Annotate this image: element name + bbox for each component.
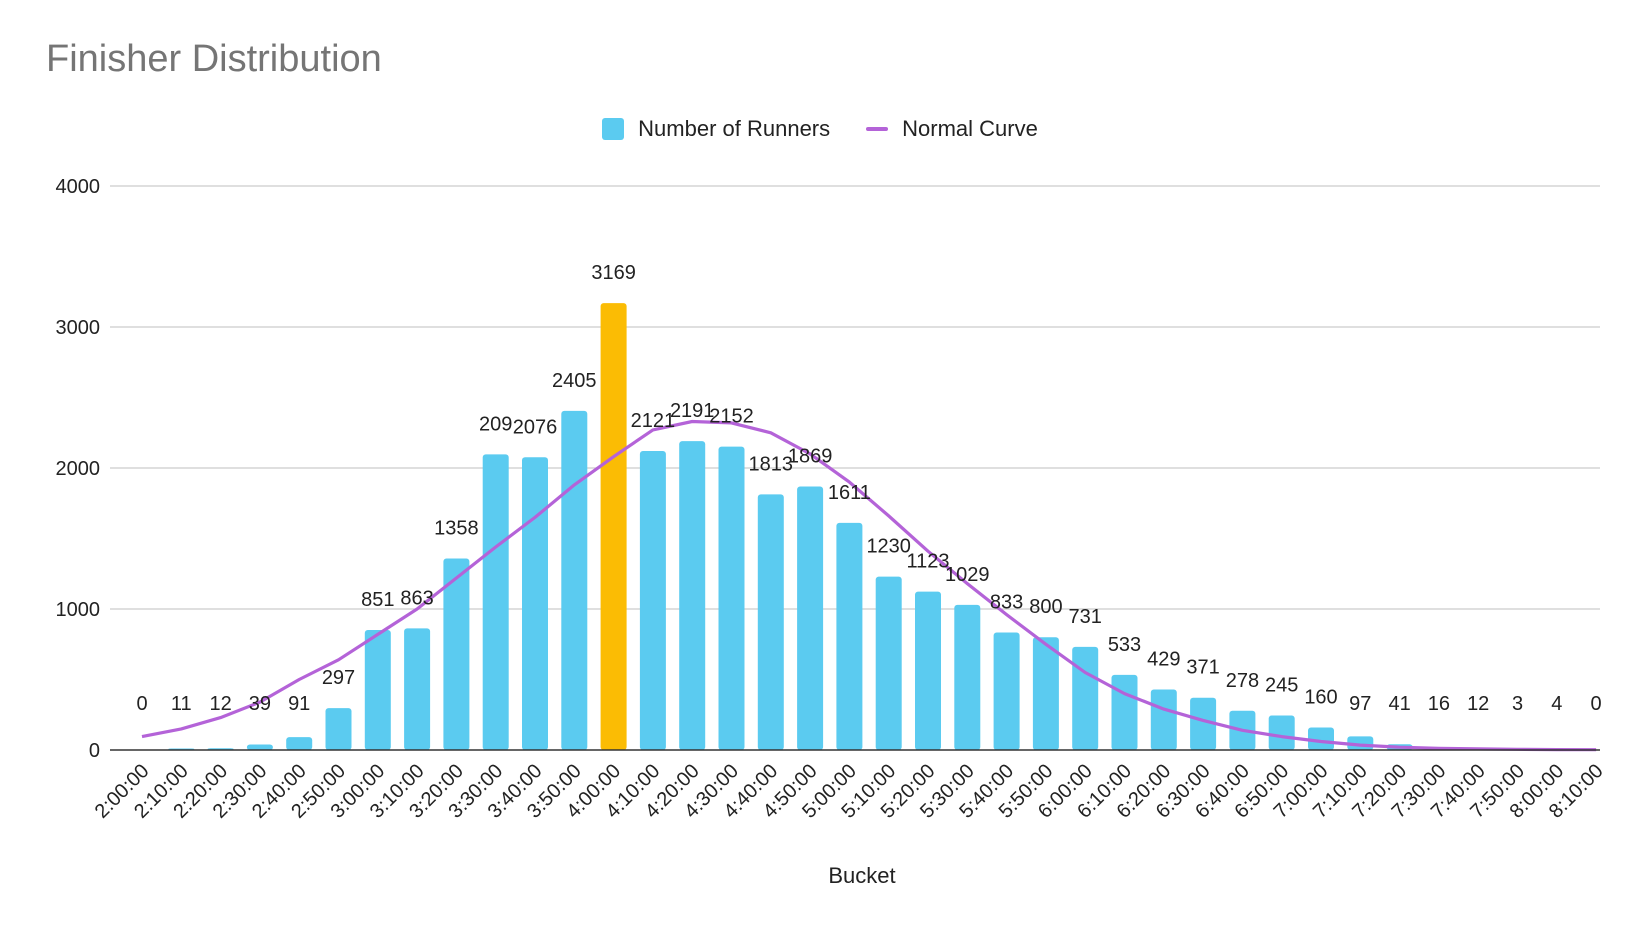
bar[interactable]: [482, 454, 509, 750]
data-label: 533: [1108, 634, 1141, 656]
bar[interactable]: [875, 576, 902, 750]
bar[interactable]: [246, 744, 273, 750]
data-label: 2405: [552, 370, 597, 392]
y-tick-label: 3000: [56, 317, 101, 339]
data-label: 297: [322, 667, 355, 689]
normal-curve-line: [141, 419, 1597, 752]
normal-curve: [141, 419, 1597, 752]
bar[interactable]: [404, 628, 431, 750]
bar[interactable]: [364, 630, 391, 750]
legend-swatch-runners: [602, 118, 625, 140]
y-tick-label: 1000: [56, 599, 101, 621]
data-label: 1123: [906, 551, 949, 573]
data-label: 16: [1428, 693, 1450, 715]
bar[interactable]: [836, 522, 863, 750]
data-label: 3169: [591, 262, 636, 284]
data-label: 1813: [749, 453, 794, 475]
bar[interactable]: [639, 450, 666, 750]
x-axis-ticks: 2:00:002:10:002:20:002:30:002:40:002:50:…: [91, 760, 1608, 823]
data-label: 0: [1591, 693, 1602, 715]
data-label: 429: [1147, 649, 1180, 671]
y-axis-ticks: 0 1000 2000 3000 4000: [56, 176, 101, 762]
bar[interactable]: [600, 303, 627, 750]
data-label: 2121: [631, 410, 676, 432]
bar[interactable]: [1268, 715, 1295, 750]
data-label: 1230: [866, 536, 911, 558]
data-label: 1611: [828, 482, 871, 504]
data-label: 731: [1069, 606, 1102, 628]
data-label: 160: [1304, 686, 1337, 708]
data-label: 2152: [709, 406, 754, 428]
data-label: 278: [1226, 670, 1259, 692]
data-label: 209: [479, 413, 512, 435]
data-label: 1029: [945, 564, 990, 586]
data-label: 371: [1186, 657, 1219, 679]
legend-label-normal-curve: Normal Curve: [902, 116, 1038, 141]
bar[interactable]: [522, 457, 548, 750]
bar[interactable]: [1072, 646, 1099, 750]
data-label: 4: [1551, 693, 1562, 715]
bar[interactable]: [443, 558, 470, 750]
bar[interactable]: [561, 410, 588, 750]
legend-item-runners[interactable]: Number of Runners: [602, 116, 830, 142]
data-label: 39: [249, 693, 271, 715]
bar[interactable]: [286, 737, 313, 750]
bar[interactable]: [1190, 697, 1217, 750]
data-label: 1869: [788, 445, 833, 467]
data-label: 833: [990, 592, 1023, 614]
bar[interactable]: [1032, 637, 1059, 750]
gridlines: [110, 185, 1600, 610]
chart-title: Finisher Distribution: [46, 38, 382, 80]
bar[interactable]: [1150, 689, 1177, 750]
legend-label-runners: Number of Runners: [638, 116, 831, 141]
bar[interactable]: [1308, 727, 1334, 750]
data-label: 800: [1029, 596, 1062, 618]
legend-item-normal-curve[interactable]: Normal Curve: [866, 116, 1038, 142]
data-label: 0: [136, 693, 147, 715]
y-tick-label: 0: [89, 740, 100, 762]
data-label: 3: [1512, 693, 1523, 715]
legend: Number of Runners Normal Curve: [0, 116, 1640, 142]
data-label: 11: [171, 693, 192, 715]
y-tick-label: 4000: [56, 176, 101, 198]
data-label: 851: [361, 589, 394, 611]
y-tick-label: 2000: [56, 458, 101, 480]
bar[interactable]: [1111, 674, 1138, 750]
bar[interactable]: [993, 632, 1020, 750]
data-label: 2076: [513, 416, 558, 438]
data-labels: 0 11 12 39 91 297 851 863 1358 209 2076 2405 3169 212…: [136, 262, 1601, 715]
data-label: 12: [1467, 693, 1489, 715]
legend-swatch-normal-curve: [866, 127, 889, 131]
bars: [168, 303, 1570, 750]
data-label: 91: [288, 693, 310, 715]
bar[interactable]: [718, 446, 745, 750]
data-label: 245: [1265, 674, 1298, 696]
bar[interactable]: [325, 708, 352, 750]
data-label: 12: [209, 693, 231, 715]
data-label: 2191: [670, 400, 715, 422]
bar[interactable]: [915, 591, 941, 750]
data-label: 1358: [434, 518, 479, 540]
data-label: 863: [400, 587, 433, 609]
data-label: 41: [1388, 693, 1410, 715]
bar[interactable]: [679, 441, 706, 750]
x-axis-title: Bucket: [828, 863, 895, 888]
bar[interactable]: [797, 486, 824, 750]
bar[interactable]: [757, 494, 784, 750]
data-label: 97: [1349, 693, 1371, 715]
bar[interactable]: [954, 604, 981, 750]
